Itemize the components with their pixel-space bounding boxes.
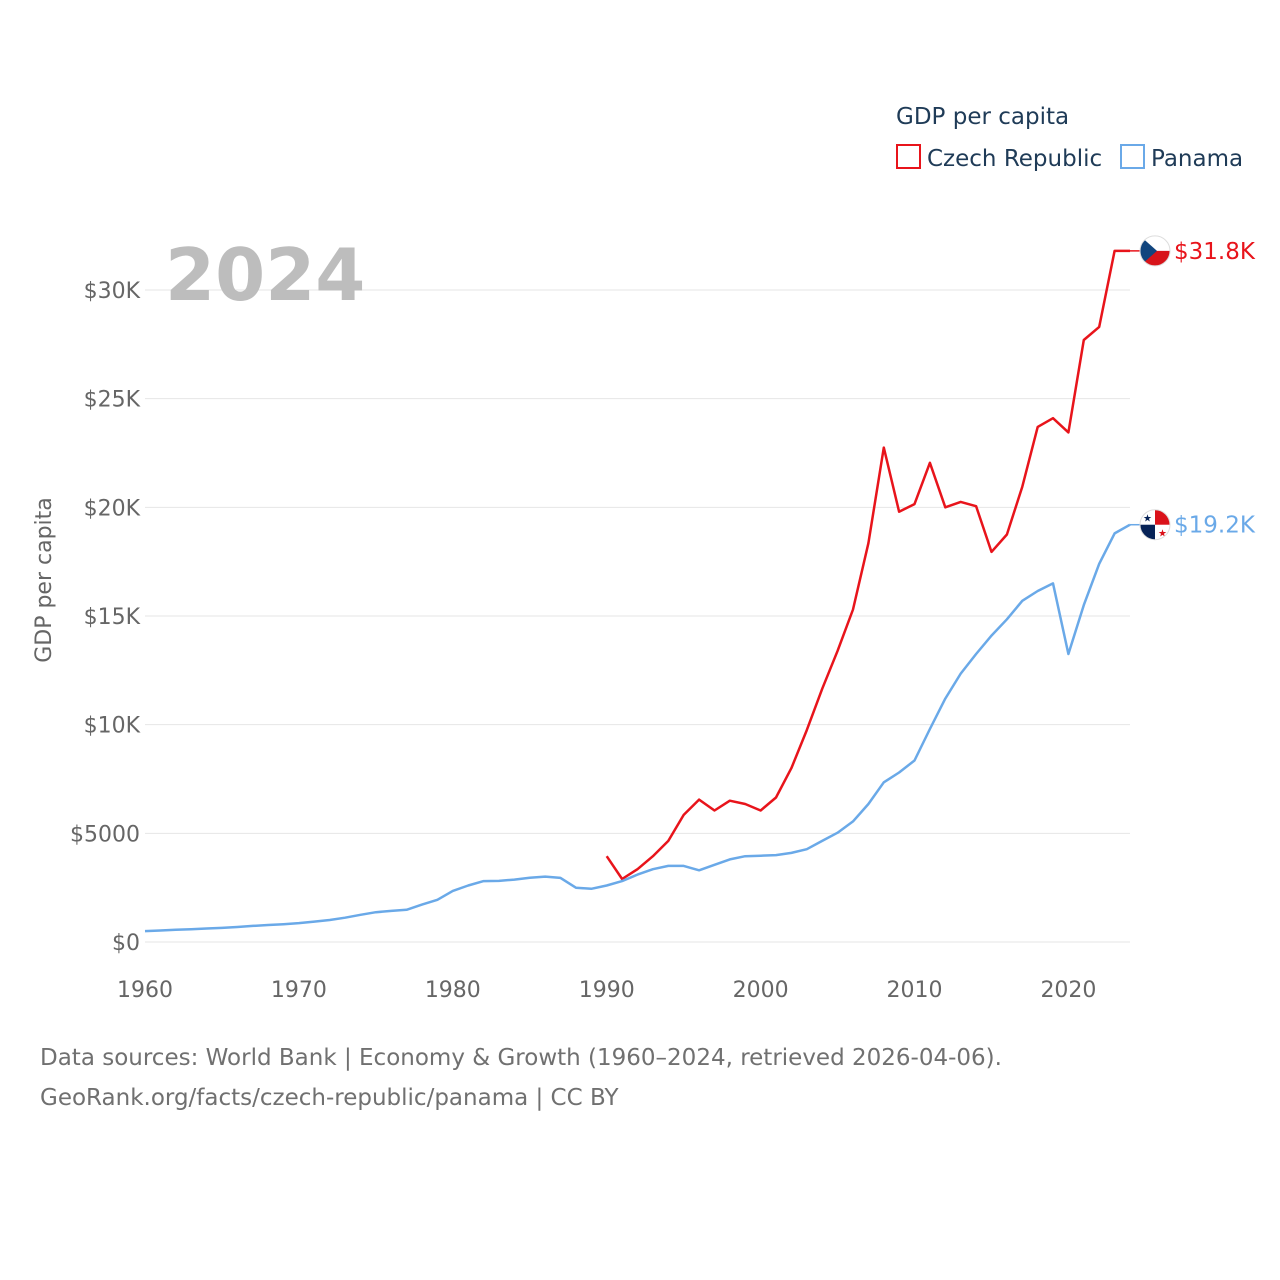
x-tick-label: 1970 [271, 978, 327, 1003]
end-label-panama: $19.2K [1174, 513, 1256, 539]
x-tick-label: 1960 [117, 978, 173, 1003]
y-tick-label: $20K [84, 496, 141, 521]
series-lines [144, 249, 1140, 933]
series-line-panama[interactable] [144, 523, 1131, 933]
grid [145, 289, 1130, 943]
legend-label-czech-republic: Czech Republic [927, 146, 1102, 172]
x-tick-label: 2010 [887, 978, 943, 1003]
legend-swatch-czech-republic [896, 144, 921, 169]
y-tick-label: $30K [84, 279, 141, 304]
x-tick-label: 1990 [579, 978, 635, 1003]
end-label-czech-republic: $31.8K [1174, 239, 1256, 265]
footer-attribution[interactable]: GeoRank.org/facts/czech-republic/panama … [40, 1085, 619, 1111]
y-tick-label: $0 [112, 931, 140, 956]
y-tick-label: $25K [84, 388, 141, 413]
x-tick-label: 2020 [1040, 978, 1096, 1003]
legend: GDP per capita Czech Republic Panama [896, 104, 1243, 172]
svg-text:★: ★ [1143, 514, 1152, 525]
legend-item-czech-republic[interactable]: Czech Republic [896, 144, 1102, 172]
panama-flag-icon: ★ ★ [1139, 509, 1171, 541]
legend-title: GDP per capita [896, 104, 1069, 130]
y-axis-title: GDP per capita [32, 497, 57, 663]
y-tick-label: $15K [84, 605, 141, 630]
svg-text:★: ★ [1158, 529, 1167, 540]
year-label: 2024 [165, 233, 365, 317]
legend-label-panama: Panama [1151, 146, 1243, 172]
x-axis-ticks: 1960 1970 1980 1990 2000 2010 2020 [117, 978, 1096, 1003]
x-tick-label: 1980 [425, 978, 481, 1003]
legend-swatch-panama [1120, 144, 1145, 169]
y-tick-label: $5000 [70, 822, 140, 847]
series-line-czech-republic[interactable] [605, 249, 1130, 881]
y-axis-ticks: $0 $5000 $10K $15K $20K $25K $30K [70, 279, 141, 956]
footer-sources: Data sources: World Bank | Economy & Gro… [40, 1045, 1002, 1071]
series-points [145, 251, 1130, 931]
legend-item-panama[interactable]: Panama [1120, 144, 1243, 172]
x-tick-label: 2000 [733, 978, 789, 1003]
czech-flag-icon [1139, 235, 1171, 267]
y-tick-label: $10K [84, 714, 141, 739]
